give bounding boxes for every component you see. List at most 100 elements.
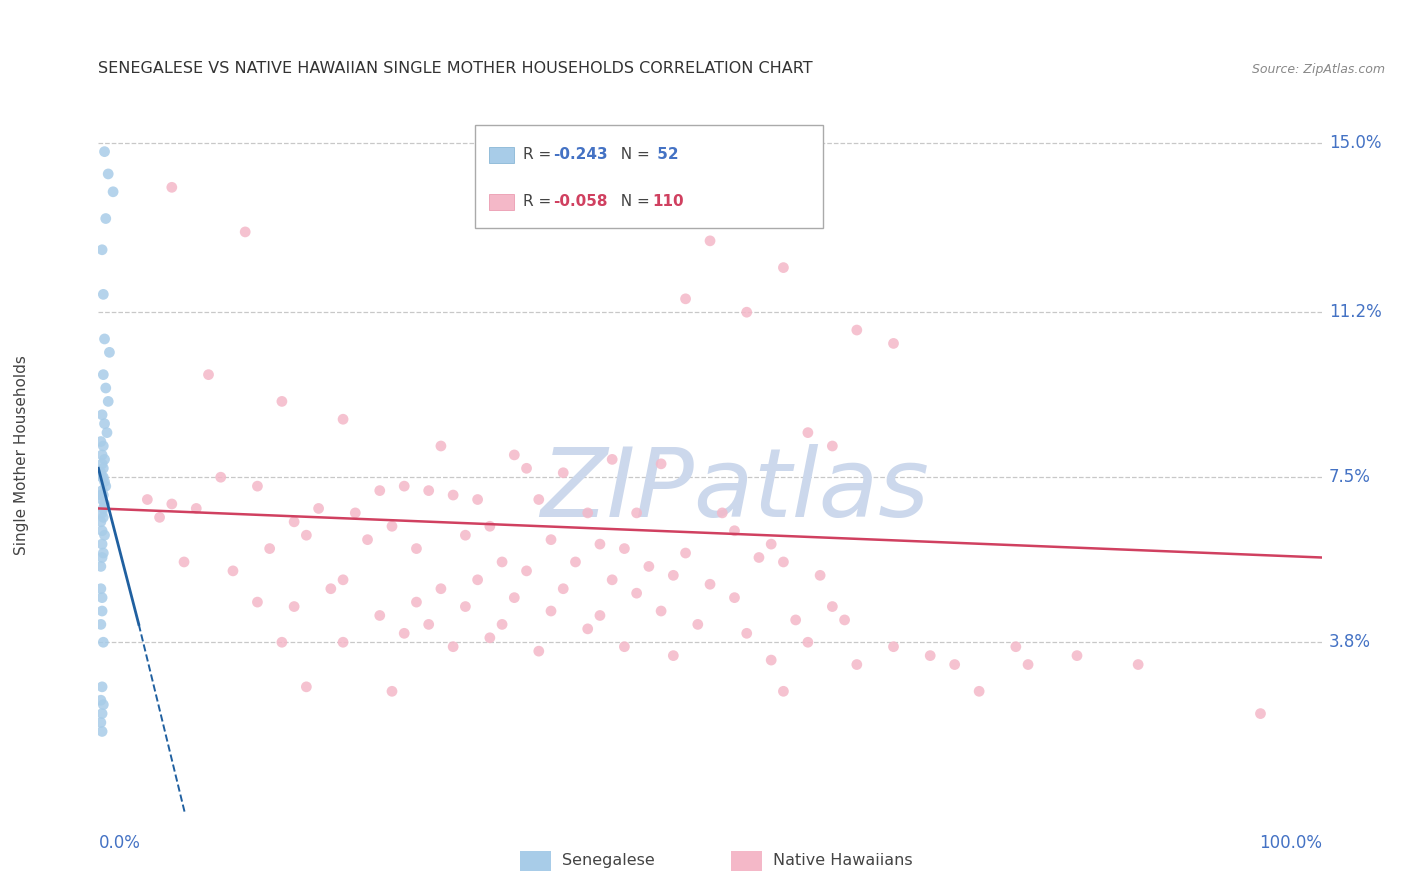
Point: [1249, 706, 1271, 721]
Point: [748, 550, 770, 565]
Point: [675, 292, 697, 306]
Point: [332, 635, 354, 649]
Point: [101, 185, 124, 199]
Point: [723, 591, 745, 605]
Point: [430, 439, 453, 453]
Point: [332, 573, 354, 587]
Text: 0.0%: 0.0%: [98, 834, 141, 852]
Point: [295, 528, 318, 542]
Point: [613, 541, 636, 556]
Point: [368, 483, 391, 498]
Point: [540, 604, 562, 618]
Point: [883, 640, 905, 654]
Point: [91, 470, 114, 484]
Point: [149, 510, 172, 524]
Point: [91, 408, 114, 422]
Point: [761, 653, 783, 667]
Point: [772, 260, 794, 275]
Point: [160, 497, 183, 511]
Point: [699, 234, 721, 248]
Point: [711, 506, 734, 520]
Point: [515, 564, 537, 578]
Point: [344, 506, 367, 520]
Point: [91, 448, 114, 462]
Point: [650, 457, 672, 471]
Point: [222, 564, 245, 578]
Text: SENEGALESE VS NATIVE HAWAIIAN SINGLE MOTHER HOUSEHOLDS CORRELATION CHART: SENEGALESE VS NATIVE HAWAIIAN SINGLE MOT…: [98, 61, 813, 76]
Point: [821, 439, 844, 453]
Point: [91, 470, 114, 484]
Point: [233, 225, 256, 239]
Point: [491, 617, 513, 632]
Point: [845, 323, 868, 337]
Text: 7.5%: 7.5%: [1329, 468, 1371, 486]
Point: [270, 635, 294, 649]
Point: [91, 287, 114, 301]
Point: [93, 497, 115, 511]
Point: [761, 537, 783, 551]
Point: [283, 599, 305, 614]
Point: [94, 211, 117, 226]
Point: [821, 599, 844, 614]
Point: [91, 457, 114, 471]
Point: [405, 541, 427, 556]
Point: [553, 466, 575, 480]
Point: [197, 368, 219, 382]
Text: 110: 110: [652, 194, 683, 209]
Point: [97, 394, 120, 409]
Point: [626, 506, 648, 520]
Point: [91, 635, 114, 649]
Point: [90, 582, 112, 596]
Point: [91, 492, 114, 507]
Point: [381, 684, 404, 698]
Point: [527, 644, 550, 658]
Point: [478, 519, 501, 533]
Point: [91, 501, 114, 516]
Point: [967, 684, 990, 698]
Text: Native Hawaiians: Native Hawaiians: [773, 854, 912, 868]
Point: [91, 546, 114, 560]
Text: ZIPatlas: ZIPatlas: [540, 444, 929, 537]
Point: [91, 368, 114, 382]
Point: [136, 492, 159, 507]
Point: [98, 345, 121, 359]
Point: [699, 577, 721, 591]
Text: R =: R =: [523, 147, 555, 162]
Point: [209, 470, 232, 484]
Point: [90, 617, 112, 632]
Point: [91, 243, 114, 257]
Point: [91, 537, 114, 551]
Point: [589, 537, 612, 551]
Point: [91, 680, 114, 694]
Point: [735, 305, 758, 319]
Point: [93, 332, 115, 346]
Point: [91, 524, 114, 538]
Point: [418, 483, 440, 498]
Point: [332, 412, 354, 426]
Point: [797, 635, 820, 649]
Point: [405, 595, 427, 609]
Text: 100.0%: 100.0%: [1258, 834, 1322, 852]
Point: [283, 515, 305, 529]
Point: [1128, 657, 1150, 672]
Point: [564, 555, 586, 569]
Point: [90, 515, 112, 529]
Point: [650, 604, 672, 618]
Point: [295, 680, 318, 694]
Point: [90, 715, 112, 730]
Point: [91, 698, 114, 712]
Point: [735, 626, 758, 640]
Point: [94, 381, 117, 395]
Point: [356, 533, 378, 547]
Point: [527, 492, 550, 507]
Point: [90, 559, 112, 574]
Point: [441, 640, 464, 654]
Point: [368, 608, 391, 623]
Point: [93, 475, 115, 489]
Point: [93, 452, 115, 467]
Text: -0.058: -0.058: [554, 194, 607, 209]
Point: [600, 452, 623, 467]
Point: [600, 573, 623, 587]
Point: [797, 425, 820, 440]
Text: 15.0%: 15.0%: [1329, 134, 1381, 152]
